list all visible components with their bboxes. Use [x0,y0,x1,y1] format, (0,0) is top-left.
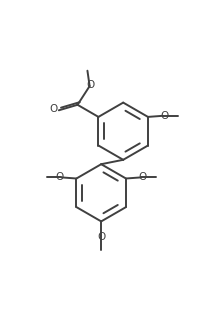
Text: O: O [139,172,147,182]
Text: O: O [50,104,58,114]
Text: O: O [97,232,105,242]
Text: O: O [56,172,64,182]
Text: O: O [161,111,169,121]
Text: O: O [87,80,95,90]
